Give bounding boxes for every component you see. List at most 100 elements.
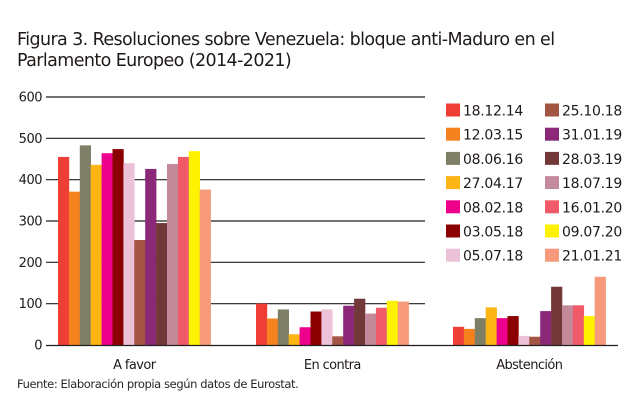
x-tick-label: Abstención — [496, 358, 563, 373]
legend-item: 08.02.18 — [446, 200, 523, 216]
legend-item: 08.06.16 — [446, 151, 524, 168]
bar-31.01.19-En contra — [343, 305, 355, 345]
x-tick-label: En contra — [304, 358, 361, 373]
bar-25.10.18-En contra — [332, 336, 344, 345]
legend-item: 31.01.19 — [545, 127, 622, 144]
bar-08.06.16-En contra — [277, 309, 289, 345]
bar-18.12.14-Abstención — [453, 326, 465, 345]
bar-05.07.18-Abstención — [518, 335, 530, 345]
bar-27.04.17-Abstención — [485, 307, 497, 345]
legend-swatch — [545, 103, 559, 117]
chart-title: Figura 3. Resoluciones sobre Venezuela: … — [17, 30, 555, 72]
bar-05.07.18-En contra — [321, 309, 333, 345]
legend-swatch — [545, 224, 559, 238]
legend-swatch — [545, 127, 559, 141]
bar-08.06.16-Abstención — [474, 318, 486, 345]
x-axis: A favor En contra Abstención — [46, 344, 618, 373]
bar-03.05.18-En contra — [310, 311, 322, 345]
legend-swatch — [545, 176, 559, 190]
legend-label: 18.12.14 — [463, 104, 523, 120]
legend-label: 08.02.18 — [463, 200, 523, 216]
legend-swatch — [545, 151, 559, 165]
legend-swatch — [446, 151, 460, 165]
legend: 18.12.14 12.03.15 08.06.16 27.04.17 08.02.18… — [446, 103, 622, 265]
legend-label: 27.04.17 — [463, 176, 523, 192]
legend-item: 28.03.19 — [545, 151, 622, 168]
bar-12.03.15-En contra — [266, 318, 279, 345]
legend-label: 16.01.20 — [562, 200, 622, 216]
bar-28.03.19-En contra — [354, 298, 366, 345]
legend-swatch — [545, 248, 559, 262]
legend-item: 18.12.14 — [446, 103, 524, 120]
y-tick-label: 100 — [19, 297, 43, 312]
legend-swatch — [545, 200, 559, 214]
bar-08.06.16-A favor — [79, 145, 91, 345]
bar-16.01.20-A favor — [177, 156, 190, 345]
bars — [58, 145, 606, 345]
y-tick-label: 500 — [19, 132, 43, 147]
legend-item: 21.01.21 — [545, 248, 622, 265]
bar-27.04.17-En contra — [288, 334, 300, 345]
legend-item: 25.10.18 — [545, 103, 622, 120]
source-note: Fuente: Elaboración propia según datos d… — [17, 377, 299, 391]
legend-item: 16.01.20 — [545, 200, 622, 216]
legend-label: 08.06.16 — [463, 152, 523, 168]
bar-28.03.19-Abstención — [551, 286, 563, 345]
bar-31.01.19-Abstención — [540, 311, 552, 345]
legend-label: 03.05.18 — [463, 225, 523, 241]
bar-21.01.21-Abstención — [594, 276, 606, 345]
bar-18.07.19-Abstención — [562, 305, 574, 345]
legend-label: 31.01.19 — [562, 128, 622, 144]
legend-swatch — [446, 224, 460, 238]
bar-31.01.19-A favor — [145, 168, 157, 345]
legend-swatch — [446, 103, 460, 117]
bar-09.07.20-Abstención — [583, 316, 595, 345]
bar-03.05.18-A favor — [112, 149, 124, 345]
bar-16.01.20-En contra — [375, 307, 388, 345]
legend-swatch — [446, 127, 460, 141]
legend-label: 05.07.18 — [463, 249, 523, 265]
chart-title-line-1: Figura 3. Resoluciones sobre Venezuela: … — [17, 30, 555, 50]
bar-08.02.18-En contra — [299, 327, 311, 345]
bar-21.01.21-A favor — [199, 189, 211, 345]
legend-label: 12.03.15 — [463, 128, 523, 144]
legend-swatch — [446, 200, 460, 214]
legend-item: 09.07.20 — [545, 224, 622, 241]
y-tick-label: 300 — [19, 215, 43, 230]
bar-25.10.18-Abstención — [529, 336, 541, 345]
legend-swatch — [446, 248, 460, 262]
legend-item: 05.07.18 — [446, 248, 523, 265]
bar-09.07.20-A favor — [188, 151, 200, 345]
legend-label: 18.07.19 — [562, 176, 622, 192]
bar-03.05.18-Abstención — [507, 316, 519, 345]
bar-18.07.19-En contra — [365, 313, 377, 345]
legend-item: 18.07.19 — [545, 176, 622, 192]
bar-25.10.18-A favor — [134, 240, 146, 345]
y-tick-label: 600 — [19, 91, 43, 106]
y-tick-label: 0 — [34, 339, 42, 354]
legend-label: 09.07.20 — [562, 225, 622, 241]
bar-12.03.15-A favor — [68, 191, 81, 345]
legend-item: 12.03.15 — [446, 127, 523, 144]
bar-27.04.17-A favor — [90, 164, 102, 345]
bar-09.07.20-En contra — [386, 300, 398, 345]
legend-item: 03.05.18 — [446, 224, 523, 241]
y-tick-label: 400 — [19, 173, 43, 188]
bar-16.01.20-Abstención — [572, 305, 585, 345]
y-tick-label: 200 — [19, 256, 43, 271]
legend-item: 27.04.17 — [446, 176, 523, 192]
bar-18.12.14-A favor — [58, 156, 70, 345]
bar-05.07.18-A favor — [123, 163, 135, 345]
x-tick-label: A favor — [113, 358, 157, 373]
legend-label: 28.03.19 — [562, 152, 622, 168]
bar-18.07.19-A favor — [167, 163, 179, 345]
legend-label: 21.01.21 — [562, 249, 622, 265]
legend-label: 25.10.18 — [562, 104, 622, 120]
bar-12.03.15-Abstención — [463, 328, 476, 345]
legend-swatch — [446, 176, 460, 190]
bar-08.02.18-A favor — [101, 153, 113, 345]
bar-18.12.14-En contra — [256, 303, 268, 345]
bar-28.03.19-A favor — [156, 223, 168, 345]
chart-title-line-2: Parlamento Europeo (2014-2021) — [17, 51, 292, 71]
